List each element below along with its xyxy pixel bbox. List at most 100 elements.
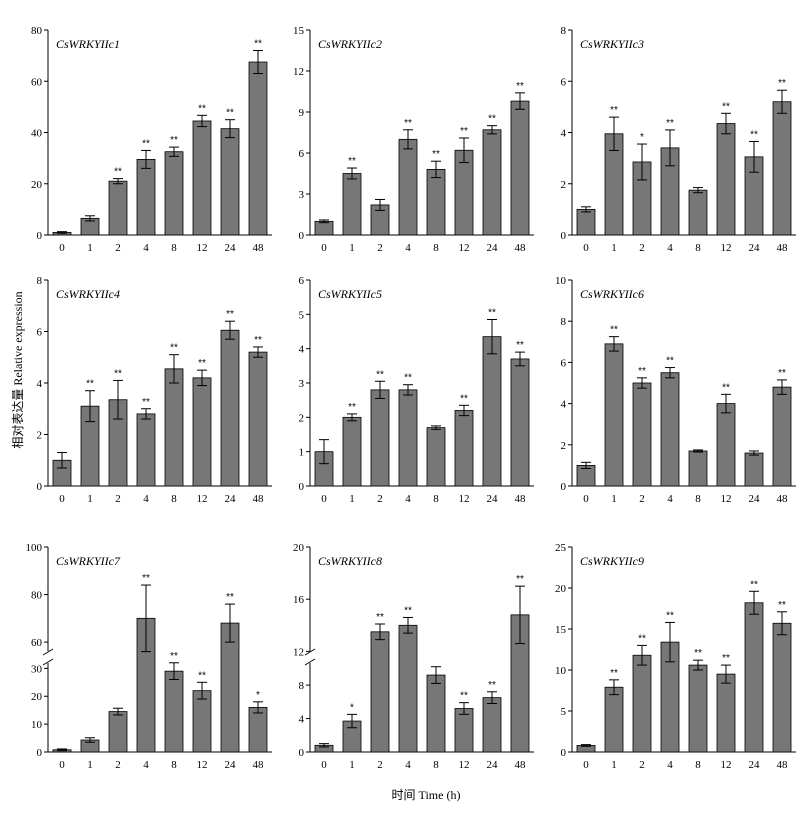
y-tick-label: 3 (299, 189, 305, 201)
x-tick-label: 24 (487, 493, 499, 505)
significance-mark: ** (778, 600, 786, 611)
significance-mark: ** (722, 101, 730, 112)
y-axis-label: 相对表达量 Relative expression (11, 291, 25, 448)
bar (772, 386, 792, 487)
bar (108, 711, 128, 753)
significance-mark: ** (114, 167, 122, 178)
y-tick-label: 16 (293, 594, 305, 606)
x-tick-label: 4 (143, 493, 149, 505)
x-tick-label: 48 (515, 493, 527, 505)
significance-mark: ** (666, 118, 674, 129)
x-tick-label: 8 (695, 759, 701, 771)
x-tick-label: 48 (253, 493, 265, 505)
y-tick-label: 0 (37, 747, 43, 759)
y-tick-label: 0 (561, 747, 567, 759)
significance-mark: * (640, 132, 644, 143)
y-tick-label: 6 (299, 148, 305, 160)
significance-mark: ** (666, 356, 674, 367)
x-tick-label: 1 (349, 759, 355, 771)
chart-panel-9: 0 5 10 15 20 25 CsWRKYIIc9 0 ** 1 ** 2 ** 4 ** 8 ** 12 ** 2… (555, 542, 796, 771)
x-tick-label: 12 (721, 493, 732, 505)
significance-mark: ** (376, 369, 384, 380)
x-tick-label: 0 (59, 759, 65, 771)
x-tick-label: 1 (87, 759, 93, 771)
significance-mark: ** (750, 129, 758, 140)
axis-break-mark (42, 658, 54, 666)
bar (248, 61, 268, 236)
y-tick-label: 15 (555, 624, 567, 636)
panel-title: CsWRKYIIc5 (318, 287, 382, 301)
bar (192, 690, 212, 753)
x-tick-label: 8 (695, 242, 701, 254)
significance-mark: ** (460, 691, 468, 702)
x-tick-label: 0 (583, 759, 589, 771)
y-tick-label: 8 (299, 680, 305, 692)
x-tick-label: 48 (515, 759, 527, 771)
bar (248, 706, 268, 753)
bar (454, 708, 474, 753)
y-tick-label: 12 (293, 66, 304, 78)
significance-mark: ** (226, 108, 234, 119)
x-tick-label: 12 (197, 493, 208, 505)
y-tick-label: 10 (555, 665, 567, 677)
y-tick-label: 5 (299, 309, 305, 321)
significance-mark: ** (198, 358, 206, 369)
x-tick-label: 4 (405, 242, 411, 254)
significance-mark: ** (404, 118, 412, 129)
bar (164, 670, 184, 753)
y-tick-label: 10 (31, 719, 43, 731)
x-tick-label: 24 (487, 759, 499, 771)
significance-mark: ** (114, 368, 122, 379)
bar (426, 427, 446, 487)
x-tick-label: 8 (171, 242, 177, 254)
x-tick-label: 2 (377, 242, 383, 254)
axis-break-mark (304, 648, 316, 656)
significance-mark: * (256, 690, 260, 701)
y-tick-label: 6 (561, 76, 567, 88)
x-tick-label: 1 (87, 493, 93, 505)
y-tick-label: 60 (31, 637, 43, 649)
significance-mark: ** (610, 105, 618, 116)
x-tick-label: 12 (197, 759, 208, 771)
bar (482, 129, 502, 236)
bar (744, 452, 764, 487)
x-tick-label: 8 (171, 759, 177, 771)
x-tick-label: 0 (59, 242, 65, 254)
y-tick-label: 60 (31, 76, 43, 88)
x-tick-label: 2 (639, 759, 645, 771)
bar (482, 336, 502, 487)
bar (632, 654, 652, 753)
x-tick-label: 24 (225, 759, 237, 771)
x-tick-label: 8 (433, 242, 439, 254)
y-tick-label: 8 (561, 316, 567, 328)
x-tick-label: 2 (639, 242, 645, 254)
significance-mark: ** (460, 126, 468, 137)
x-tick-label: 2 (115, 493, 121, 505)
y-tick-label: 20 (31, 179, 43, 191)
bar (744, 602, 764, 753)
x-tick-label: 48 (777, 759, 789, 771)
significance-mark: * (350, 702, 354, 713)
y-tick-label: 20 (31, 691, 43, 703)
bar (426, 674, 446, 753)
panel-title: CsWRKYIIc3 (580, 37, 644, 51)
y-tick-label: 8 (561, 25, 567, 37)
bar (398, 389, 418, 487)
bar (426, 168, 446, 236)
y-tick-label: 0 (299, 747, 305, 759)
significance-mark: ** (226, 309, 234, 320)
y-tick-label: 6 (561, 357, 567, 369)
x-tick-label: 0 (321, 493, 327, 505)
significance-mark: ** (516, 574, 524, 585)
x-tick-label: 8 (433, 493, 439, 505)
bar (220, 128, 240, 236)
significance-mark: ** (348, 402, 356, 413)
x-tick-label: 12 (459, 493, 470, 505)
x-tick-label: 24 (225, 493, 237, 505)
y-tick-label: 2 (561, 179, 567, 191)
